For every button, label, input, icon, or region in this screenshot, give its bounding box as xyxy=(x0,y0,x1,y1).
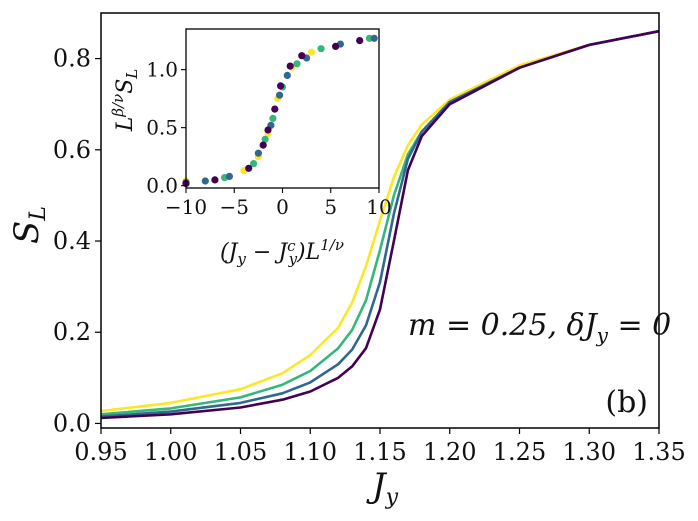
inset-scatter-points xyxy=(182,34,378,187)
inset-point-series-4 xyxy=(286,62,294,70)
main-y-tick-label: 0.4 xyxy=(53,227,91,255)
inset-y-tick-label: 1.0 xyxy=(146,58,178,82)
main-x-tick-label: 1.20 xyxy=(423,438,476,466)
panel-label: (b) xyxy=(605,385,648,420)
inset-y-axis-label: Lβ/νSL xyxy=(109,69,141,133)
inset-point-series-4 xyxy=(245,164,253,172)
inset-point-series-1 xyxy=(307,48,315,56)
inset-x-tick-label: 5 xyxy=(324,195,337,219)
inset-background xyxy=(186,29,379,188)
inset-point-series-2 xyxy=(269,114,277,122)
inset-point-series-2 xyxy=(293,60,301,68)
main-y-axis-label: SL xyxy=(7,206,51,244)
main-x-tick-label: 1.35 xyxy=(632,438,685,466)
inset-point-series-3 xyxy=(276,91,284,99)
inset-point-series-4 xyxy=(259,141,267,149)
main-x-tick-label: 0.95 xyxy=(74,438,127,466)
main-x-tick-label: 1.15 xyxy=(353,438,406,466)
parameter-annotation: m = 0.25, δJy = 0 xyxy=(408,308,671,347)
inset-point-series-4 xyxy=(277,82,285,90)
inset-point-series-2 xyxy=(261,135,269,143)
inset-y-tick-label: 0.5 xyxy=(146,116,178,140)
main-x-tick-label: 1.25 xyxy=(493,438,546,466)
inset-point-series-4 xyxy=(264,126,272,134)
inset-point-series-4 xyxy=(332,42,340,51)
main-plot-area: 0.95 1.00 1.05 1.10 1.15 1.20 1.25 1.30 1.35 0.0… xyxy=(7,12,686,510)
inset-point-series-4 xyxy=(356,37,364,45)
inset-x-tick-label: −10 xyxy=(165,195,207,219)
main-series-line-4 xyxy=(100,29,660,420)
inset-point-series-3 xyxy=(254,149,262,157)
main-x-axis-label: Jy xyxy=(366,466,399,510)
inset-y-ticks: 0.0 0.5 1.0 xyxy=(146,58,186,198)
inset-x-tick-label: 10 xyxy=(366,195,391,219)
main-y-tick-label: 0.0 xyxy=(53,409,91,437)
main-y-ticks: 0.0 0.2 0.4 0.6 0.8 xyxy=(53,45,101,437)
main-x-tick-label: 1.05 xyxy=(214,438,267,466)
main-x-tick-label: 1.10 xyxy=(284,438,337,466)
inset-point-series-3 xyxy=(225,172,233,180)
inset-point-series-4 xyxy=(298,52,306,60)
inset-point-series-3 xyxy=(201,177,209,185)
main-x-tick-label: 1.00 xyxy=(144,438,197,466)
inset-point-series-3 xyxy=(283,71,291,79)
main-series-lines xyxy=(100,29,660,420)
main-y-tick-label: 0.2 xyxy=(53,318,91,346)
inset-x-tick-label: 0 xyxy=(276,195,289,219)
main-y-tick-label: 0.6 xyxy=(53,136,91,164)
inset-y-tick-label: 0.0 xyxy=(146,174,178,198)
inset-point-series-2 xyxy=(317,45,325,53)
main-x-ticks: 0.95 1.00 1.05 1.10 1.15 1.20 1.25 1.30 1.35 xyxy=(74,428,686,466)
inset-x-axis-label: (Jy − Jc y)L1/ν xyxy=(220,236,344,268)
inset-point-series-4 xyxy=(211,176,219,184)
main-series-line-1 xyxy=(100,29,660,413)
inset-point-series-3 xyxy=(370,34,378,42)
inset-point-series-2 xyxy=(250,160,258,168)
main-x-tick-label: 1.30 xyxy=(563,438,616,466)
inset-plot-area: −10 −5 0 5 10 0.0 0.5 1.0 (Jy − Jc y)L1/ν Lβ/νS… xyxy=(109,28,392,268)
inset-x-tick-label: −5 xyxy=(220,195,249,219)
inset-x-ticks: −10 −5 0 5 10 xyxy=(165,188,392,219)
inset-point-series-4 xyxy=(271,105,279,113)
main-y-tick-label: 0.8 xyxy=(53,45,91,73)
